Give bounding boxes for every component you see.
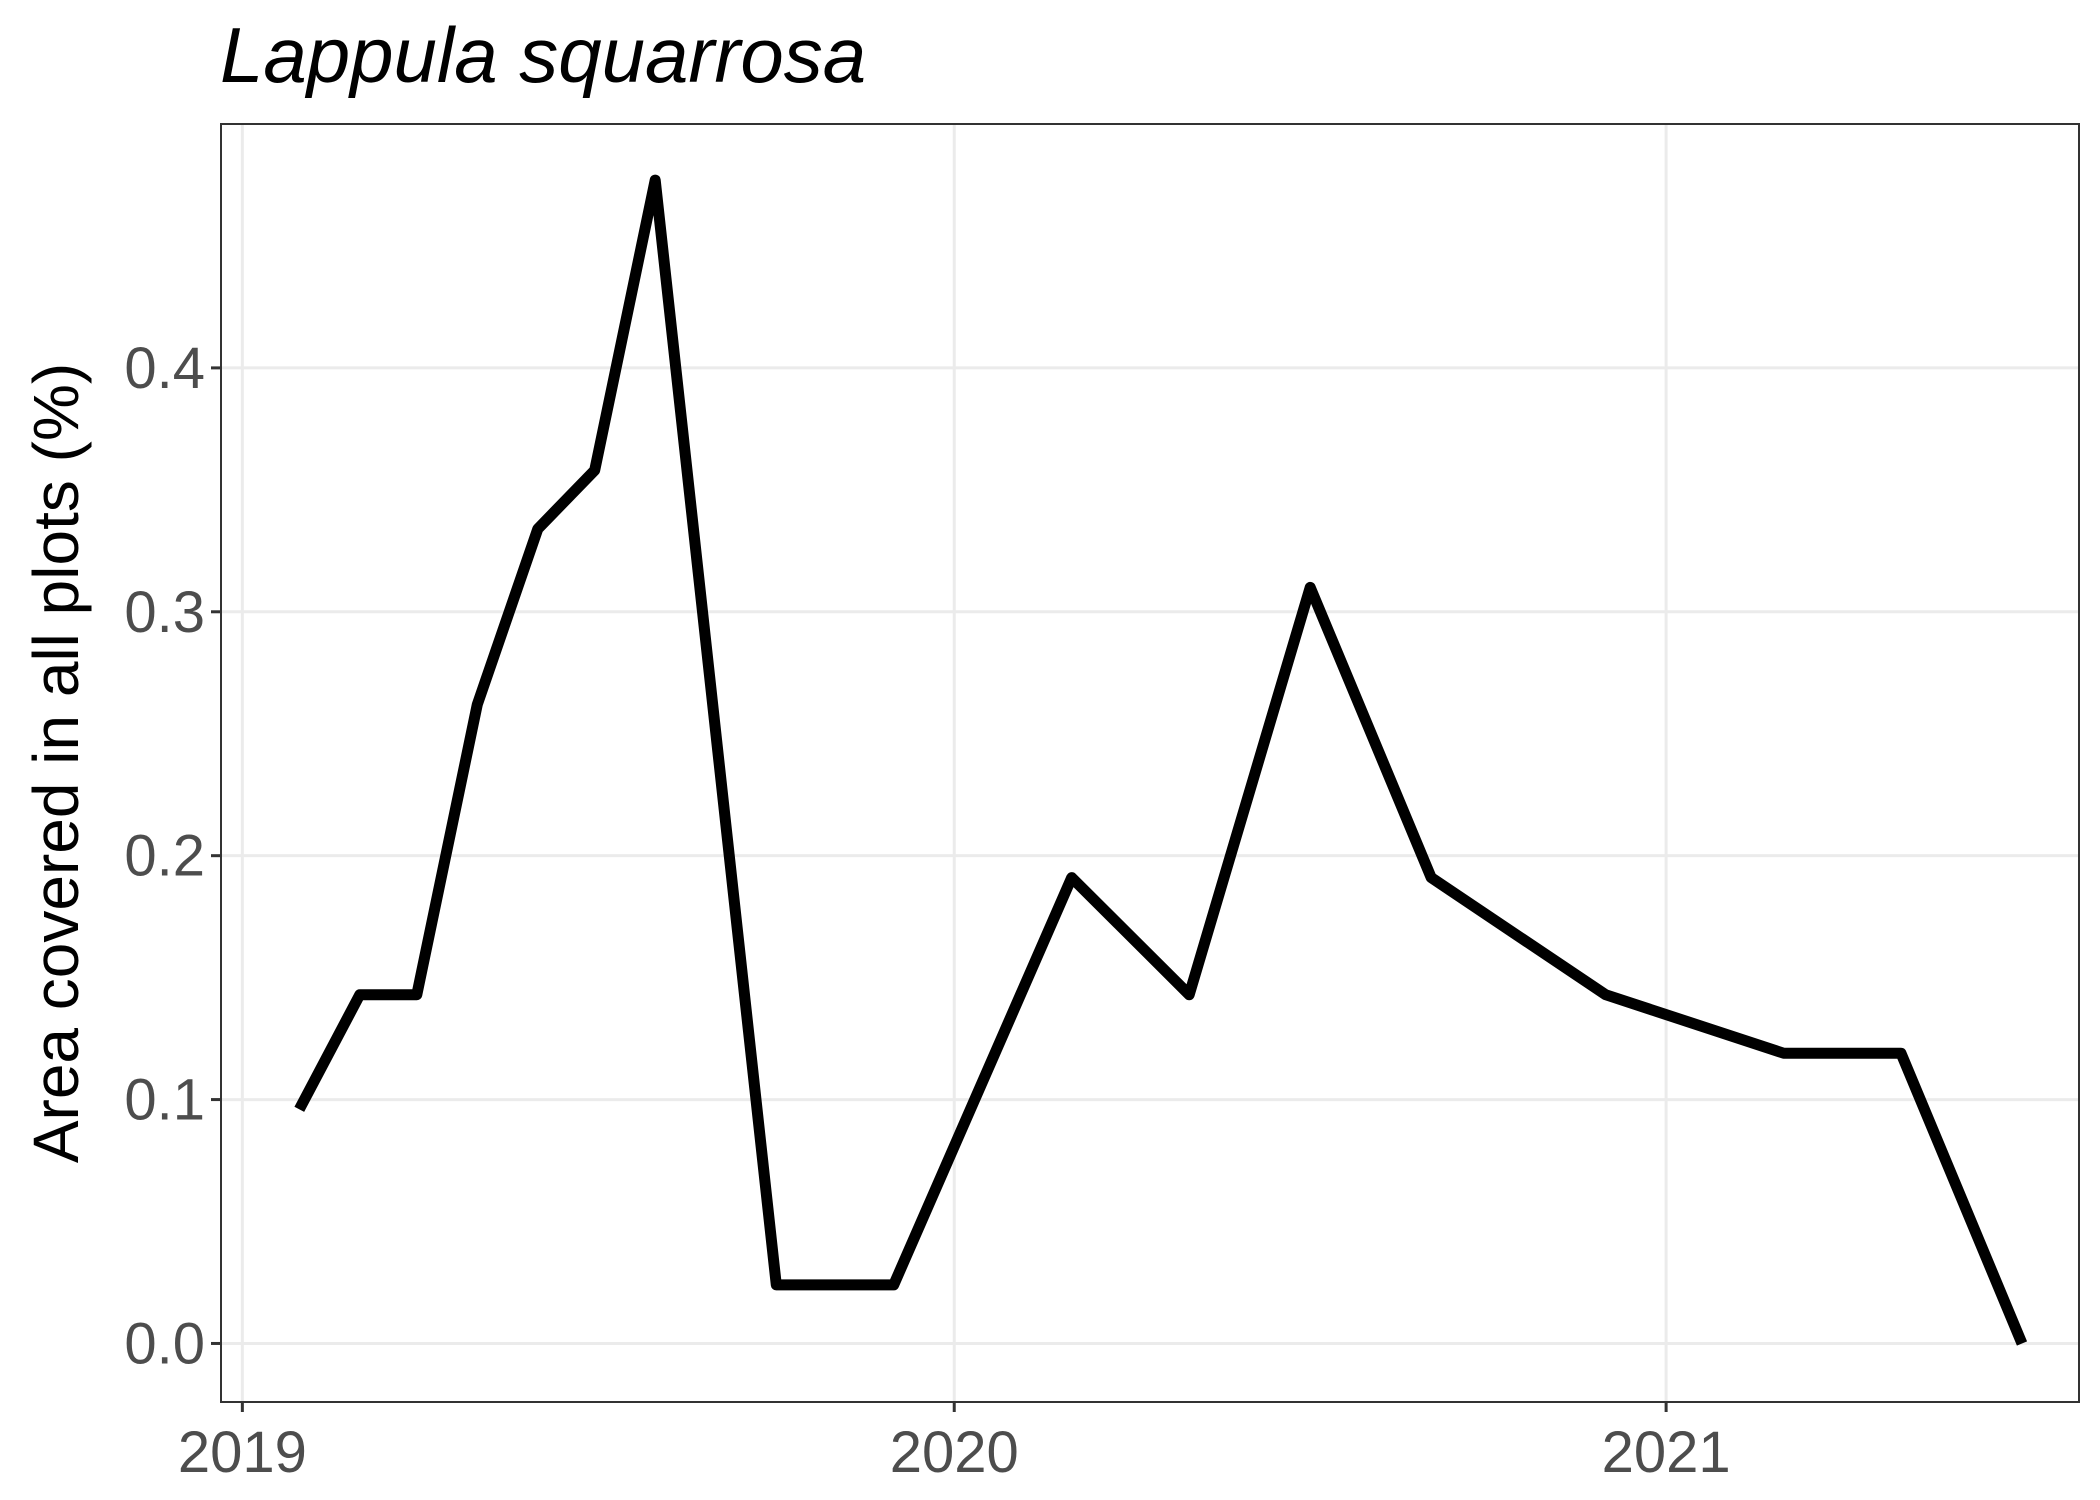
data-point-0-13: [1605, 994, 1606, 995]
data-point-0-1: [359, 994, 360, 995]
y-tick-label-1: 0.1: [124, 1068, 205, 1133]
data-point-0-4: [537, 528, 538, 529]
x-tick-label-0: 2019: [178, 1420, 307, 1485]
series-line-0: [294, 174, 2028, 1346]
data-point-0-8: [893, 1284, 894, 1285]
y-tick-label-4: 0.4: [124, 336, 205, 401]
grid-lines: [221, 124, 2079, 1402]
plot-panel-border: [220, 123, 2080, 1403]
data-point-0-15: [1901, 1053, 1902, 1054]
y-tick-label-0: 0.0: [124, 1311, 205, 1376]
chart-title: Lappula squarrosa: [220, 11, 866, 99]
x-tick-label-2: 2021: [1602, 1420, 1731, 1485]
series-layer: [294, 174, 2028, 1346]
y-axis-title: Area covered in all plots (%): [20, 363, 92, 1163]
data-point-0-7: [776, 1284, 777, 1285]
data-point-0-3: [477, 704, 478, 705]
data-point-0-9: [1071, 877, 1072, 878]
data-point-0-11: [1310, 587, 1311, 588]
x-tick-label-1: 2020: [890, 1420, 1019, 1485]
data-point-0-6: [655, 180, 656, 181]
y-tick-label-3: 0.3: [124, 580, 205, 645]
y-tick-label-2: 0.2: [124, 824, 205, 889]
data-point-0-0: [299, 1109, 300, 1110]
data-point-0-14: [1783, 1053, 1784, 1054]
data-point-0-16: [2022, 1343, 2023, 1344]
data-point-0-5: [594, 470, 595, 471]
data-point-0-12: [1431, 877, 1432, 878]
data-point-0-2: [416, 994, 417, 995]
axis-ticks: 0.0 0.1 0.2 0.3 0.4 2019 2020 2021: [124, 336, 1730, 1485]
data-point-0-10: [1189, 994, 1190, 995]
